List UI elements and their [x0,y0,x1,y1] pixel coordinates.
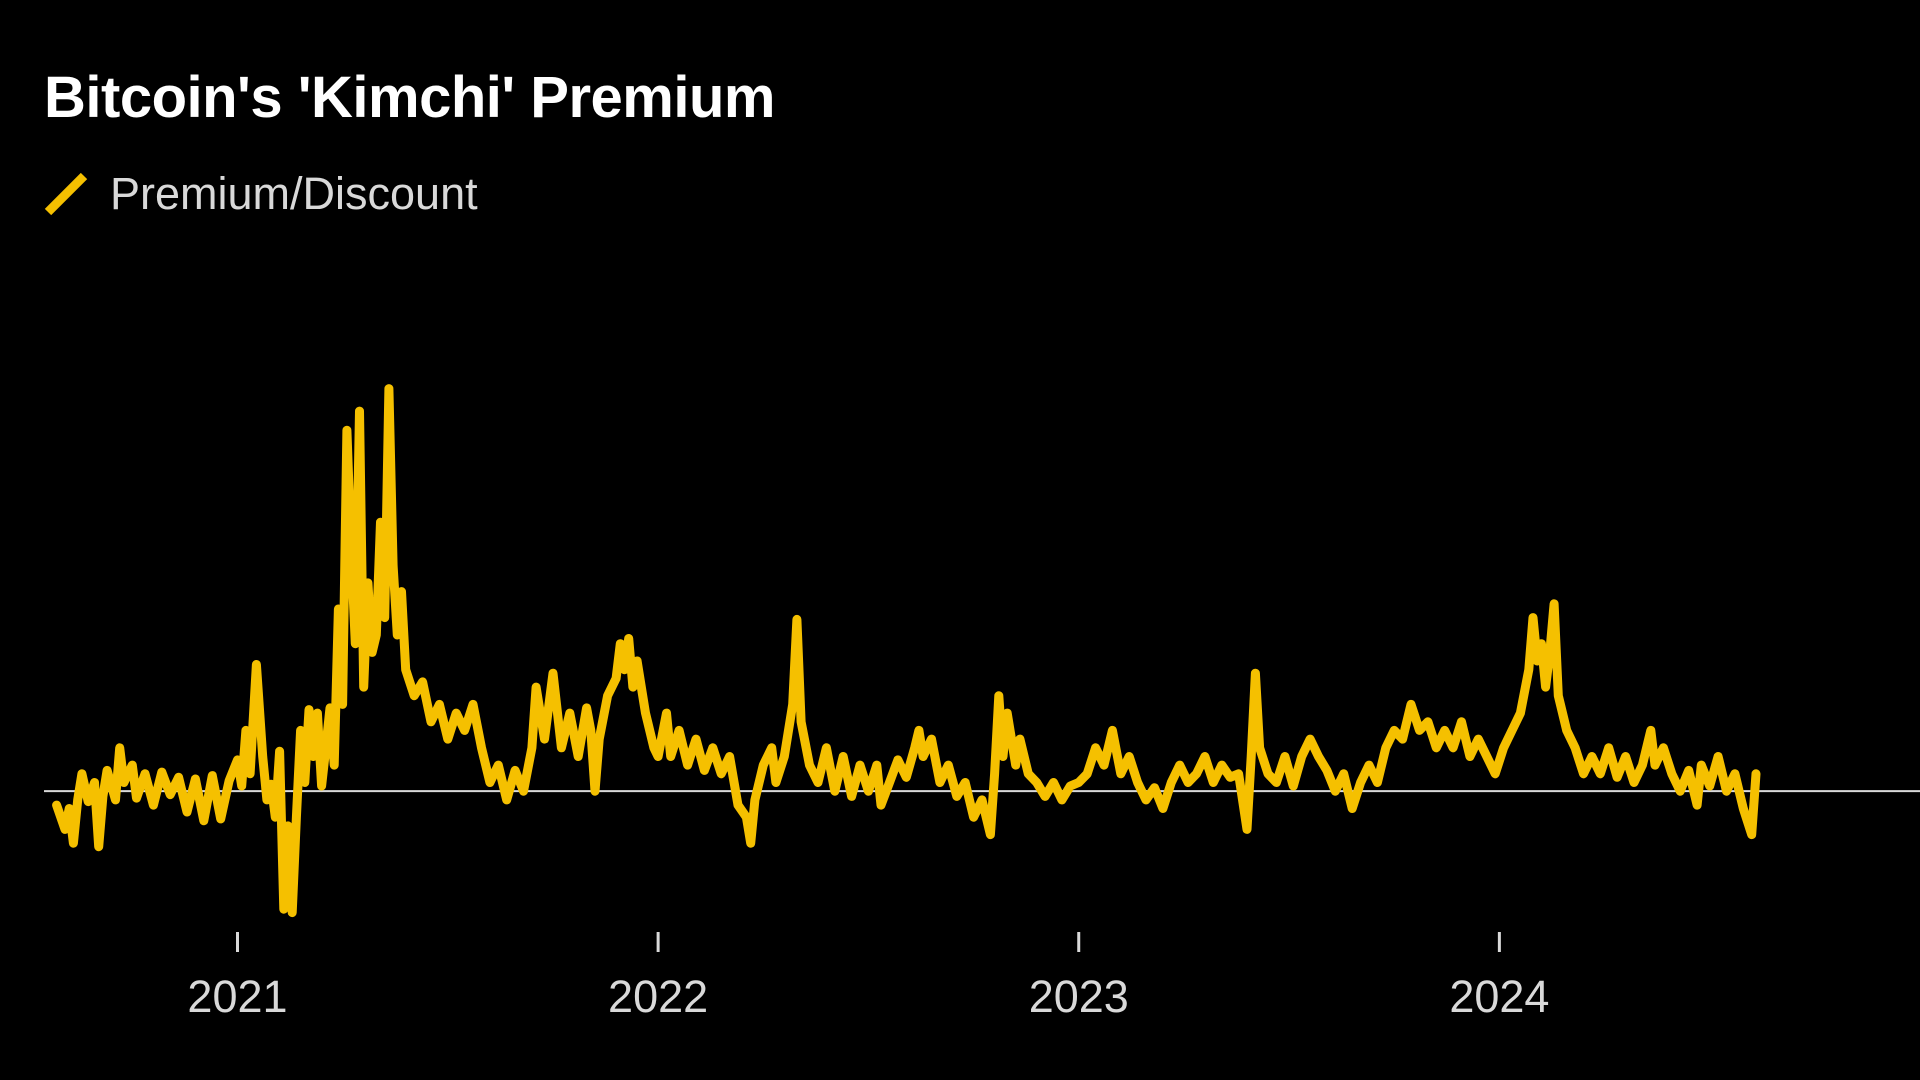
legend-swatch-icon [44,172,88,216]
series-line-premium-discount [52,384,1761,918]
chart-title: Bitcoin's 'Kimchi' Premium [44,65,775,130]
x-tick-label-2021: 2021 [187,971,287,1022]
x-axis: 2021 2022 2023 2024 [187,932,1549,1022]
x-tick-label-2023: 2023 [1029,971,1129,1022]
x-tick-label-2024: 2024 [1449,971,1549,1022]
legend: Premium/Discount [44,168,478,220]
x-tick-label-2022: 2022 [608,971,708,1022]
legend-label: Premium/Discount [110,168,478,219]
